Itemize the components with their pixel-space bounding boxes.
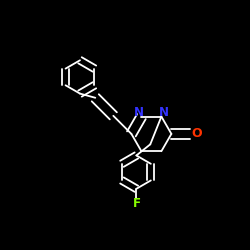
- Text: N: N: [134, 106, 144, 119]
- Text: N: N: [158, 106, 168, 119]
- Text: O: O: [191, 128, 202, 140]
- Text: F: F: [132, 197, 140, 210]
